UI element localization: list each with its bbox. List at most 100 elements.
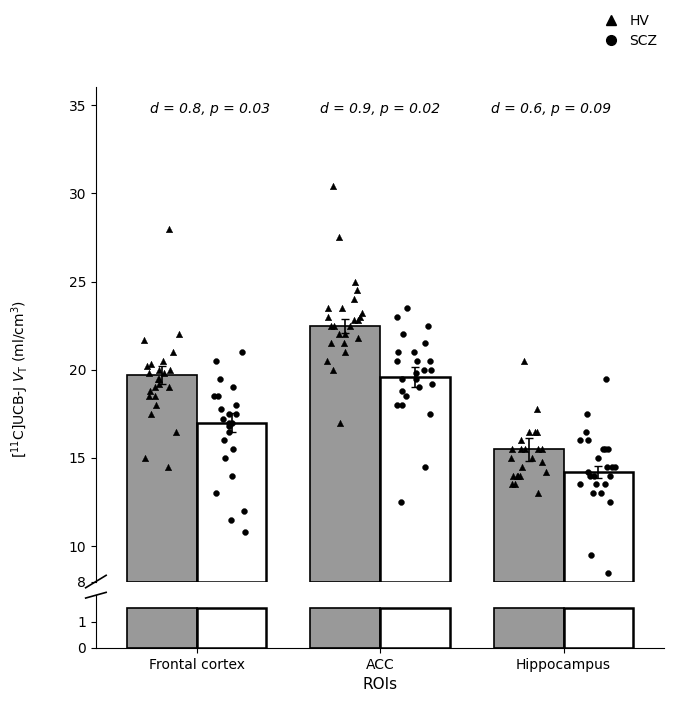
Point — [600, 443, 611, 455]
Point — [595, 488, 606, 499]
Point — [397, 373, 408, 384]
Point — [533, 443, 544, 455]
Point — [419, 364, 429, 376]
Point — [322, 355, 333, 367]
Bar — [127, 609, 197, 648]
Point — [159, 368, 170, 379]
Point — [530, 426, 540, 438]
Point — [508, 470, 519, 481]
Point — [146, 408, 157, 420]
Point — [603, 567, 614, 579]
Point — [228, 381, 239, 393]
Point — [226, 470, 237, 481]
Point — [584, 470, 595, 481]
Point — [351, 285, 362, 296]
Point — [425, 408, 436, 420]
Point — [396, 399, 407, 411]
Point — [223, 420, 234, 432]
Point — [231, 408, 242, 420]
Point — [227, 417, 238, 429]
Point — [143, 390, 154, 402]
Point — [531, 426, 542, 438]
Point — [506, 452, 516, 464]
Point — [587, 488, 598, 499]
Point — [325, 320, 336, 331]
Point — [153, 373, 164, 384]
Point — [333, 232, 344, 243]
Point — [218, 414, 229, 425]
Point — [143, 368, 154, 379]
Point — [589, 470, 600, 481]
Point — [582, 408, 593, 420]
Point — [533, 488, 544, 499]
Point — [149, 381, 160, 393]
Point — [231, 399, 242, 411]
Point — [211, 488, 222, 499]
Point — [520, 443, 531, 455]
Point — [516, 443, 527, 455]
Point — [424, 355, 435, 367]
Point — [153, 373, 164, 384]
Point — [516, 461, 527, 472]
Point — [322, 302, 333, 314]
Point — [419, 338, 430, 349]
Point — [353, 314, 364, 326]
Point — [426, 364, 437, 376]
Point — [401, 390, 412, 402]
Point — [138, 334, 149, 346]
Point — [586, 549, 597, 561]
Point — [226, 514, 237, 526]
Point — [583, 435, 594, 446]
Point — [523, 426, 534, 438]
Point — [215, 403, 226, 414]
Point — [337, 302, 348, 314]
Text: d = 0.8, p = 0.03: d = 0.8, p = 0.03 — [149, 102, 270, 116]
Point — [239, 505, 250, 517]
Point — [526, 452, 537, 464]
Point — [606, 461, 617, 472]
Legend: HV, SCZ: HV, SCZ — [597, 15, 658, 48]
Point — [327, 181, 338, 192]
Point — [223, 426, 234, 438]
Point — [575, 478, 586, 490]
Point — [334, 417, 345, 429]
Point — [519, 355, 530, 367]
Point — [393, 347, 403, 358]
Point — [209, 390, 220, 402]
Point — [604, 496, 615, 508]
Point — [328, 320, 339, 331]
Point — [410, 373, 421, 384]
Point — [345, 320, 356, 331]
Point — [426, 378, 437, 389]
Point — [391, 311, 402, 323]
Point — [512, 470, 523, 481]
Point — [414, 381, 425, 393]
Point — [333, 328, 344, 340]
Point — [236, 347, 247, 358]
Point — [392, 355, 403, 367]
Point — [173, 328, 184, 340]
Point — [600, 478, 611, 490]
Point — [532, 403, 543, 414]
Point — [339, 347, 350, 358]
Point — [149, 390, 160, 402]
Point — [327, 364, 338, 376]
Point — [401, 302, 412, 314]
Point — [582, 467, 593, 478]
Point — [163, 461, 174, 472]
Point — [510, 478, 521, 490]
Point — [153, 364, 164, 376]
Point — [167, 347, 178, 358]
Text: [$^{11}$C]UCB-J $V_{\mathrm{T}}$ (ml/cm$^3$): [$^{11}$C]UCB-J $V_{\mathrm{T}}$ (ml/cm$… — [10, 299, 32, 458]
Point — [214, 373, 225, 384]
Point — [397, 328, 408, 340]
Point — [604, 470, 615, 481]
Point — [354, 311, 365, 323]
Point — [537, 443, 548, 455]
Point — [338, 338, 349, 349]
Point — [507, 478, 518, 490]
Point — [142, 360, 153, 372]
Point — [602, 461, 613, 472]
Point — [515, 470, 526, 481]
Bar — [310, 609, 380, 648]
